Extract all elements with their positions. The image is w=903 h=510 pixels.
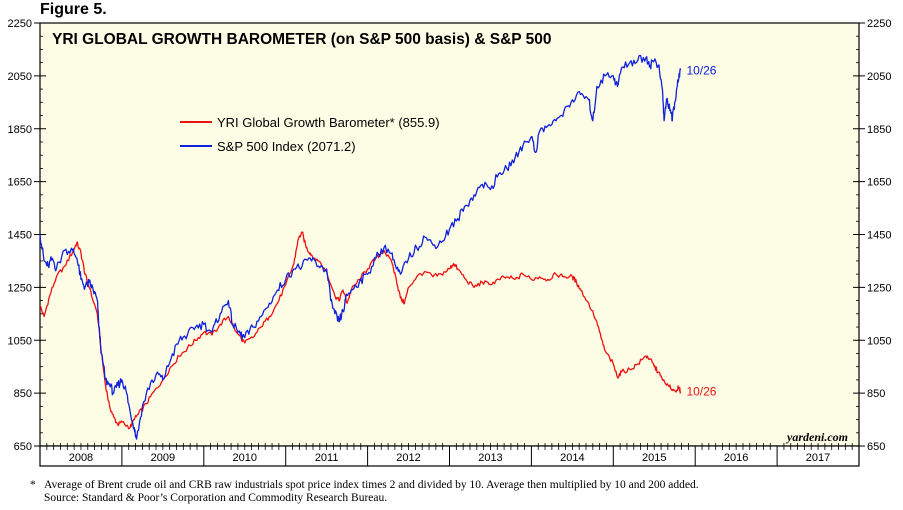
series-end-label: 10/26 [686, 63, 716, 77]
x-tick-label: 2011 [315, 452, 339, 464]
y-tick-label-left: 1450 [8, 230, 32, 242]
y-tick-label-right: 1450 [867, 230, 891, 242]
footnote: * Average of Brent crude oil and CRB raw … [30, 479, 890, 505]
footnote-line-2: Source: Standard & Poor’s Corporation an… [30, 492, 890, 505]
footnote-marker: * [30, 479, 36, 491]
figure-label: Figure 5. [40, 1, 107, 18]
y-tick-label-left: 2250 [8, 18, 32, 30]
y-tick-label-right: 1650 [867, 177, 891, 189]
y-tick-label-left: 1050 [8, 335, 32, 347]
series-end-label: 10/26 [686, 385, 716, 399]
footnote-line-1: * Average of Brent crude oil and CRB raw … [30, 479, 890, 492]
chart-title: YRI GLOBAL GROWTH BAROMETER (on S&P 500 … [52, 31, 552, 48]
footnote-source: Source: Standard & Poor’s Corporation an… [44, 492, 388, 504]
y-tick-label-left: 650 [14, 441, 32, 453]
x-tick-label: 2012 [396, 452, 420, 464]
watermark: yardeni.com [785, 430, 848, 444]
y-tick-label-right: 1050 [867, 335, 891, 347]
y-tick-label-right: 2050 [867, 71, 891, 83]
y-tick-label-left: 1850 [8, 124, 32, 136]
y-tick-label-right: 650 [867, 441, 885, 453]
y-tick-label-left: 850 [14, 388, 32, 400]
y-tick-label-left: 1250 [8, 282, 32, 294]
chart: 650 650 850 850 1050 1050 1250 1250 1450 1450 1650… [8, 18, 891, 467]
y-tick-label-right: 850 [867, 388, 885, 400]
footnote-text: Average of Brent crude oil and CRB raw i… [44, 479, 699, 491]
y-tick-label-right: 2250 [867, 18, 891, 30]
legend-label: S&P 500 Index (2071.2) [217, 139, 356, 154]
legend-label: YRI Global Growth Barometer* (855.9) [217, 115, 440, 130]
y-tick-label-left: 1650 [8, 177, 32, 189]
x-tick-label: 2016 [724, 452, 748, 464]
y-tick-label-left: 2050 [8, 71, 32, 83]
x-tick-label: 2014 [560, 452, 584, 464]
x-tick-label: 2008 [69, 452, 93, 464]
series-line-sp500 [39, 54, 682, 440]
x-tick-label: 2010 [233, 452, 257, 464]
x-tick-label: 2017 [806, 452, 830, 464]
x-tick-label: 2009 [151, 452, 175, 464]
x-tick-label: 2013 [478, 452, 502, 464]
y-tick-label-right: 1850 [867, 124, 891, 136]
y-tick-label-right: 1250 [867, 282, 891, 294]
x-tick-label: 2015 [642, 452, 666, 464]
plot-area [39, 22, 860, 447]
